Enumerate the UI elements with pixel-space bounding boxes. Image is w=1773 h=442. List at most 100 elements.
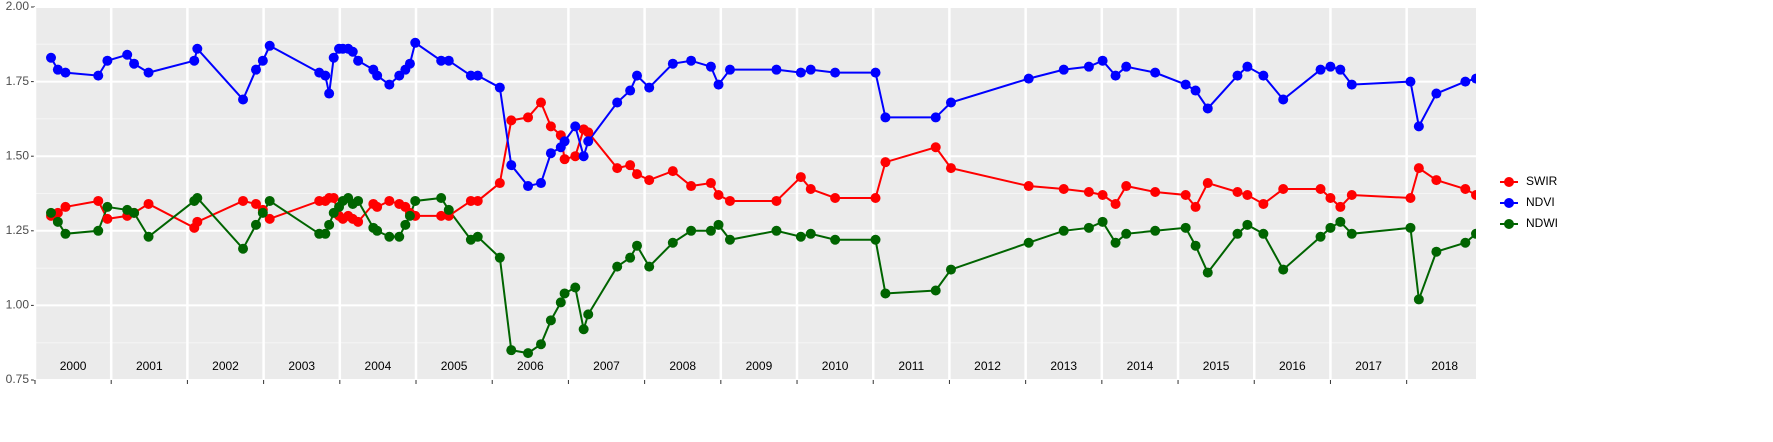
point: [1083, 187, 1094, 198]
point: [578, 324, 589, 335]
point: [612, 163, 623, 174]
point: [1023, 237, 1034, 248]
point: [570, 282, 581, 293]
point: [1431, 88, 1442, 99]
point: [570, 121, 581, 132]
point: [870, 192, 881, 203]
point: [523, 348, 534, 359]
point: [1121, 61, 1132, 72]
point: [264, 40, 275, 51]
point: [1202, 267, 1213, 278]
point: [46, 207, 57, 218]
point: [545, 148, 556, 159]
point: [506, 160, 517, 171]
point: [713, 219, 724, 230]
point: [880, 288, 891, 299]
point: [1083, 222, 1094, 233]
point: [1058, 64, 1069, 75]
point: [494, 252, 505, 263]
point: [1058, 225, 1069, 236]
point: [724, 195, 735, 206]
year-label: 2018: [1431, 359, 1458, 373]
point: [465, 70, 476, 81]
point: [1110, 70, 1121, 81]
point: [523, 181, 534, 192]
point: [555, 297, 566, 308]
legend-marker: [1504, 219, 1514, 229]
point: [143, 198, 154, 209]
point: [436, 192, 447, 203]
point: [578, 151, 589, 162]
point: [667, 237, 678, 248]
point: [686, 181, 697, 192]
point: [667, 58, 678, 69]
point: [686, 225, 697, 236]
point: [1335, 201, 1346, 212]
point: [830, 234, 841, 245]
point: [644, 261, 655, 272]
year-label: 2016: [1279, 359, 1306, 373]
year-label: 2006: [517, 359, 544, 373]
point: [570, 151, 581, 162]
y-tick-label: 1.75: [6, 74, 30, 88]
point: [1083, 61, 1094, 72]
point: [250, 219, 261, 230]
point: [394, 231, 405, 242]
plot-area: [46, 37, 1476, 359]
point: [705, 225, 716, 236]
point: [1097, 55, 1108, 66]
point: [523, 112, 534, 123]
point: [353, 195, 364, 206]
year-label: 2009: [746, 359, 773, 373]
point: [930, 142, 941, 153]
point: [238, 94, 249, 105]
point: [320, 228, 331, 239]
point: [52, 207, 63, 218]
point: [192, 192, 203, 203]
year-label: 2012: [974, 359, 1001, 373]
year-label: 2011: [898, 359, 924, 373]
point: [1346, 189, 1357, 200]
point: [724, 64, 735, 75]
point: [436, 55, 447, 66]
point: [1190, 85, 1201, 96]
point: [1121, 181, 1132, 192]
point: [771, 195, 782, 206]
y-tick-label: 1.25: [6, 223, 30, 237]
point: [60, 228, 71, 239]
point: [1058, 184, 1069, 195]
point: [1346, 79, 1357, 90]
point: [559, 136, 570, 147]
point: [880, 112, 891, 123]
point: [324, 88, 335, 99]
point: [625, 252, 636, 263]
point: [1325, 61, 1336, 72]
point: [494, 82, 505, 93]
point: [410, 37, 421, 48]
point: [506, 345, 517, 356]
point: [1232, 187, 1243, 198]
year-label: 2001: [136, 359, 163, 373]
point: [1460, 76, 1471, 87]
point: [713, 79, 724, 90]
point: [1258, 228, 1269, 239]
point: [1413, 294, 1424, 305]
point: [1258, 198, 1269, 209]
point: [632, 240, 643, 251]
point: [930, 112, 941, 123]
point: [545, 121, 556, 132]
point: [122, 49, 133, 60]
point: [384, 195, 395, 206]
point: [400, 219, 411, 230]
point: [250, 198, 261, 209]
point: [1097, 189, 1108, 200]
point: [612, 97, 623, 108]
y-tick-label: 1.00: [6, 298, 30, 312]
point: [143, 231, 154, 242]
point: [238, 243, 249, 254]
point: [472, 195, 483, 206]
year-label: 2000: [60, 359, 87, 373]
point: [1110, 237, 1121, 248]
point: [1121, 228, 1132, 239]
